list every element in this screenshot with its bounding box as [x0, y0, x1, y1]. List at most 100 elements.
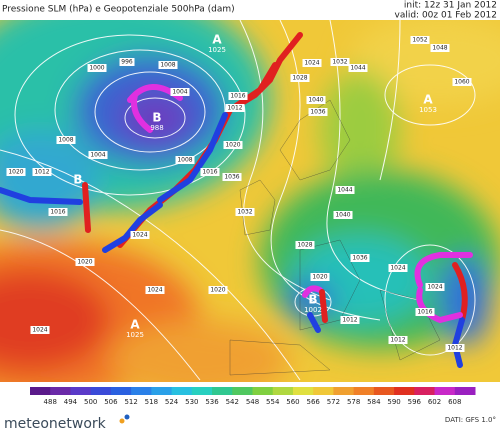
valid-time: valid: 00z 01 Feb 2012	[395, 11, 498, 21]
isobar-label: 1012	[34, 169, 49, 176]
logo-dot	[119, 418, 125, 424]
map-title: Pressione SLM (hPa) e Geopotenziale 500h…	[2, 5, 235, 15]
isobar-label: 1016	[50, 209, 65, 216]
isobar-label-bg	[222, 173, 242, 181]
colorbar-label: 608	[448, 398, 461, 406]
isobar-label: 1024	[32, 327, 47, 334]
isobar-label: 1016	[230, 93, 245, 100]
colorbar-label: 548	[246, 398, 259, 406]
colorbar-label: 494	[64, 398, 78, 406]
isobar-label-bg	[145, 286, 165, 294]
isobar-label: 1052	[412, 37, 427, 44]
isobar-label: 1024	[304, 60, 319, 67]
isobar-label: 1020	[8, 169, 23, 176]
isobar-label: 1020	[77, 259, 92, 266]
isobar-label: 1012	[227, 105, 242, 112]
isobar-label: 1032	[332, 59, 347, 66]
isobar-label-bg	[388, 264, 408, 272]
brand-logo: meteonetwork	[4, 416, 107, 432]
colorbar-swatch	[353, 387, 375, 395]
pressure-center-letter: B	[73, 173, 82, 187]
isobar-label: 1048	[432, 45, 447, 52]
pressure-center-letter: A	[130, 318, 140, 332]
colorbar-label: 578	[347, 398, 360, 406]
isobar-label: 1008	[177, 157, 192, 164]
colorbar-label: 536	[205, 398, 219, 406]
colorbar-swatch	[252, 387, 274, 395]
isobar-label: 1044	[337, 187, 352, 194]
isobar-label-bg	[445, 344, 465, 352]
colorbar: 488 494 500 506 512 518 524 530 536 542 548 554 560 5…	[30, 387, 476, 406]
map-labels: 1000 996 1008 1004 1004 1008 1012 1020 1016 1008 1…	[6, 33, 472, 352]
isobar-label-bg	[6, 168, 26, 176]
colorbar-swatch	[70, 387, 92, 395]
isobar-label: 1024	[132, 232, 147, 239]
pressure-center-letter: B	[308, 293, 317, 307]
isobar-label: 1016	[417, 309, 432, 316]
isobar-label: 1040	[335, 212, 350, 219]
isobar-label-bg	[158, 61, 178, 69]
colorbar-label: 590	[387, 398, 400, 406]
colorbar-label: 560	[286, 398, 299, 406]
colorbar-swatch	[292, 387, 314, 395]
init-time: init: 12z 31 Jan 2012	[404, 1, 497, 11]
pressure-center-letter: B	[152, 111, 161, 125]
isobar-label-bg	[335, 186, 355, 194]
isobar-label-bg	[308, 108, 328, 116]
isobar-label-bg	[170, 88, 190, 96]
isobar-label-bg	[56, 136, 76, 144]
isobar-label-bg	[200, 168, 220, 176]
colorbar-swatch	[333, 387, 355, 395]
isobar-label-bg	[430, 44, 450, 52]
isobar-label-bg	[32, 168, 52, 176]
isobar-label-bg	[348, 64, 368, 72]
isobar-label: 1000	[89, 65, 104, 72]
data-source: DATI: GFS 1.0°	[445, 416, 496, 424]
isobar-label: 1012	[342, 317, 357, 324]
isobar-label-bg	[302, 59, 322, 67]
colorbar-swatch	[110, 387, 132, 395]
pressure-center-value: 1025	[126, 331, 144, 339]
colorbar-swatch	[191, 387, 213, 395]
isobar-label: 1036	[310, 109, 325, 116]
isobar-label: 1008	[160, 62, 175, 69]
colorbar-swatch	[454, 387, 476, 395]
isobar-label-bg	[225, 104, 245, 112]
colorbar-label: 542	[226, 398, 239, 406]
isobar-label-bg	[350, 254, 370, 262]
isobar-label-bg	[88, 151, 108, 159]
colorbar-label: 572	[327, 398, 340, 406]
isobar-label-bg	[119, 58, 135, 66]
colorbar-swatch	[90, 387, 112, 395]
isobar-label-bg	[388, 336, 408, 344]
colorbar-label: 530	[185, 398, 198, 406]
isobar-label-bg	[295, 241, 315, 249]
pressure-center-value: 1002	[304, 306, 322, 314]
isobars	[0, 20, 476, 381]
pressure-center-value: 1053	[419, 106, 437, 114]
colorbar-label: 602	[428, 398, 441, 406]
isobar-label-bg	[75, 258, 95, 266]
isobar-label: 996	[121, 59, 133, 66]
pressure-center-value: 1025	[208, 46, 226, 54]
isobar-label-bg	[310, 273, 330, 281]
isobar-label: 1020	[225, 142, 240, 149]
isobar-label-bg	[330, 58, 350, 66]
isobar-label-bg	[48, 208, 68, 216]
colorbar-swatch	[131, 387, 152, 395]
isobar-label: 1012	[447, 345, 462, 352]
isobar-label-bg	[30, 326, 50, 334]
colorbar-label: 506	[104, 398, 118, 406]
isobar-label-bg	[333, 211, 353, 219]
isobar-label-bg	[306, 96, 326, 104]
isobar-label: 1028	[297, 242, 312, 249]
colorbar-label: 512	[124, 398, 137, 406]
colorbar-swatch	[151, 387, 173, 395]
colorbar-swatch	[171, 387, 193, 395]
pressure-center-letter: A	[212, 33, 222, 47]
isobar-label: 1024	[390, 265, 405, 272]
logo-dot	[124, 414, 130, 420]
colorbar-label: 518	[145, 398, 158, 406]
isobar-label: 1020	[210, 287, 225, 294]
